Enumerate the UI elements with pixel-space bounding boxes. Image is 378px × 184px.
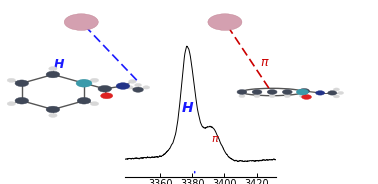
Circle shape <box>299 89 310 94</box>
Circle shape <box>237 90 247 94</box>
Circle shape <box>338 91 344 94</box>
Circle shape <box>46 106 60 113</box>
Circle shape <box>76 79 92 87</box>
Circle shape <box>282 90 292 94</box>
Circle shape <box>252 90 262 94</box>
Circle shape <box>15 80 29 87</box>
Circle shape <box>267 90 277 94</box>
Circle shape <box>129 79 136 83</box>
Circle shape <box>297 90 307 94</box>
Circle shape <box>90 78 99 82</box>
Circle shape <box>15 98 29 104</box>
Circle shape <box>284 95 290 98</box>
Circle shape <box>77 98 91 104</box>
Circle shape <box>49 113 57 117</box>
Text: H: H <box>182 101 193 115</box>
Circle shape <box>46 71 60 78</box>
Circle shape <box>98 85 112 92</box>
Circle shape <box>143 86 150 89</box>
Circle shape <box>239 95 245 98</box>
Circle shape <box>299 95 305 98</box>
Circle shape <box>269 95 275 98</box>
Circle shape <box>77 80 91 87</box>
Circle shape <box>135 84 141 87</box>
Circle shape <box>208 14 242 30</box>
Circle shape <box>7 102 15 106</box>
Circle shape <box>333 88 339 91</box>
Circle shape <box>90 102 99 106</box>
Circle shape <box>133 87 143 92</box>
Circle shape <box>116 83 130 89</box>
Circle shape <box>49 67 57 71</box>
Circle shape <box>101 93 113 99</box>
Circle shape <box>333 95 339 98</box>
Text: $\pi$: $\pi$ <box>260 56 270 69</box>
Text: H: H <box>53 58 64 71</box>
Circle shape <box>127 86 133 89</box>
Circle shape <box>296 89 308 95</box>
Circle shape <box>302 95 311 99</box>
Circle shape <box>328 91 337 95</box>
Circle shape <box>254 95 260 98</box>
Circle shape <box>316 91 325 95</box>
Circle shape <box>64 14 98 30</box>
Text: $\pi$: $\pi$ <box>211 134 220 144</box>
Circle shape <box>7 78 15 82</box>
